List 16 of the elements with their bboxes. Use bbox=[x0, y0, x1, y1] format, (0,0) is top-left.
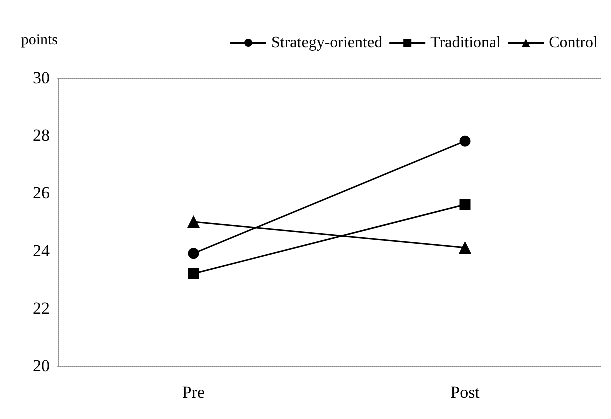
y-tick-label: 20 bbox=[33, 356, 50, 376]
point bbox=[188, 248, 200, 260]
x-tick-label: Pre bbox=[182, 383, 206, 402]
x-tick-label: Post bbox=[450, 383, 480, 402]
point bbox=[188, 268, 200, 280]
legend-label: Traditional bbox=[430, 34, 502, 52]
y-tick-label: 22 bbox=[33, 298, 50, 318]
y-tick-label: 30 bbox=[33, 68, 50, 88]
y-axis-title: points bbox=[21, 32, 58, 48]
point bbox=[460, 136, 471, 147]
y-tick-label: 24 bbox=[33, 241, 50, 260]
legend-label: Control bbox=[549, 34, 599, 52]
y-tick-label: 28 bbox=[33, 126, 50, 146]
y-tick-label: 26 bbox=[33, 184, 50, 203]
legend-label: Strategy-oriented bbox=[272, 34, 383, 52]
point bbox=[460, 199, 471, 210]
